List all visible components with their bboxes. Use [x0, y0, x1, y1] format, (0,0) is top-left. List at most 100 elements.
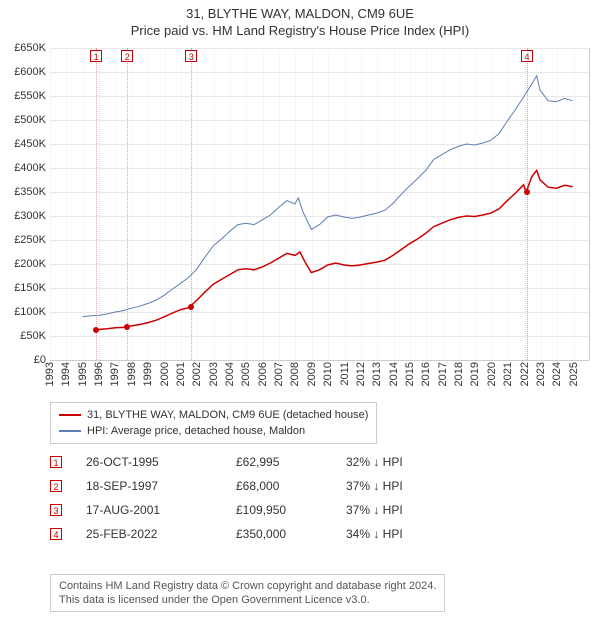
- sales-row-index: 1: [50, 456, 62, 468]
- x-tick-label: 2005: [240, 362, 252, 386]
- x-tick-label: 2017: [437, 362, 449, 386]
- sales-table-row: 1 26-OCT-1995£62,99532% ↓ HPI: [50, 450, 456, 474]
- x-tick-label: 2003: [208, 362, 220, 386]
- y-tick-label: £550K: [14, 90, 50, 102]
- x-tick-label: 1999: [142, 362, 154, 386]
- x-tick-label: 2010: [322, 362, 334, 386]
- sales-row-date: 18-SEP-1997: [86, 479, 236, 493]
- plot-area: 1 2 3 4 £0£50K£100K£150K£200K£250K£300K£350…: [50, 48, 590, 360]
- footer-note: Contains HM Land Registry data © Crown c…: [50, 574, 445, 612]
- x-tick-label: 1996: [93, 362, 105, 386]
- x-tick-label: 1993: [44, 362, 56, 386]
- sale-markers: 1 2 3 4: [50, 48, 589, 360]
- legend-swatch: [59, 430, 81, 432]
- sales-row-price: £109,950: [236, 503, 346, 517]
- sale-marker: 3: [185, 50, 197, 62]
- y-tick-label: £0: [34, 354, 50, 366]
- x-tick-label: 2001: [175, 362, 187, 386]
- footer-line-2: This data is licensed under the Open Gov…: [59, 593, 436, 607]
- footer-line-1: Contains HM Land Registry data © Crown c…: [59, 579, 436, 593]
- sale-marker: 2: [121, 50, 133, 62]
- sales-row-price: £62,995: [236, 455, 346, 469]
- y-tick-label: £50K: [20, 330, 50, 342]
- v-gridlines: [50, 48, 589, 360]
- x-tick-label: 2007: [273, 362, 285, 386]
- y-tick-label: £200K: [14, 258, 50, 270]
- x-tick-label: 2002: [191, 362, 203, 386]
- y-tick-label: £400K: [14, 162, 50, 174]
- sales-row-delta: 32% ↓ HPI: [346, 455, 456, 469]
- line-plot: [50, 48, 589, 360]
- sales-row-price: £350,000: [236, 527, 346, 541]
- legend: 31, BLYTHE WAY, MALDON, CM9 6UE (detache…: [50, 402, 377, 444]
- sales-row-date: 25-FEB-2022: [86, 527, 236, 541]
- x-tick-label: 2023: [535, 362, 547, 386]
- sales-table-row: 4 25-FEB-2022£350,00034% ↓ HPI: [50, 522, 456, 546]
- sales-row-index: 2: [50, 480, 62, 492]
- legend-label: HPI: Average price, detached house, Mald…: [87, 423, 305, 439]
- x-tick-label: 2018: [453, 362, 465, 386]
- sale-vertical-lines: [50, 48, 589, 360]
- y-tick-label: £600K: [14, 66, 50, 78]
- x-tick-label: 2012: [355, 362, 367, 386]
- x-tick-label: 2006: [257, 362, 269, 386]
- sales-table: 1 26-OCT-1995£62,99532% ↓ HPI 2 18-SEP-1997…: [50, 450, 456, 546]
- x-tick-label: 1997: [109, 362, 121, 386]
- y-tick-label: £650K: [14, 42, 50, 54]
- sales-row-delta: 37% ↓ HPI: [346, 503, 456, 517]
- sales-table-row: 3 17-AUG-2001£109,95037% ↓ HPI: [50, 498, 456, 522]
- sales-row-price: £68,000: [236, 479, 346, 493]
- sale-marker: 1: [90, 50, 102, 62]
- x-tick-label: 2011: [339, 362, 351, 386]
- sales-row-index: 4: [50, 528, 62, 540]
- sales-table-row: 2 18-SEP-1997£68,00037% ↓ HPI: [50, 474, 456, 498]
- x-tick-label: 1995: [77, 362, 89, 386]
- x-tick-label: 2016: [420, 362, 432, 386]
- x-tick-label: 2013: [371, 362, 383, 386]
- x-tick-label: 2015: [404, 362, 416, 386]
- x-tick-label: 2008: [289, 362, 301, 386]
- y-tick-label: £150K: [14, 282, 50, 294]
- x-tick-label: 2020: [486, 362, 498, 386]
- legend-item: 31, BLYTHE WAY, MALDON, CM9 6UE (detache…: [59, 407, 368, 423]
- y-tick-label: £450K: [14, 138, 50, 150]
- x-axis-labels: 1993199419951996199719981999200020012002…: [50, 362, 590, 402]
- chart-title-sub: Price paid vs. HM Land Registry's House …: [0, 23, 600, 38]
- x-tick-label: 2000: [159, 362, 171, 386]
- y-tick-label: £250K: [14, 234, 50, 246]
- y-tick-label: £100K: [14, 306, 50, 318]
- sales-row-date: 17-AUG-2001: [86, 503, 236, 517]
- sale-points: [50, 48, 589, 360]
- x-tick-label: 2022: [519, 362, 531, 386]
- sale-point: [188, 304, 194, 310]
- legend-swatch: [59, 414, 81, 416]
- x-tick-label: 2019: [469, 362, 481, 386]
- sale-point: [93, 327, 99, 333]
- sale-point: [124, 324, 130, 330]
- x-tick-label: 2024: [551, 362, 563, 386]
- x-tick-label: 2009: [306, 362, 318, 386]
- series-paid: [96, 170, 573, 329]
- chart-title-address: 31, BLYTHE WAY, MALDON, CM9 6UE: [0, 6, 600, 21]
- y-tick-label: £300K: [14, 210, 50, 222]
- chart-container: 31, BLYTHE WAY, MALDON, CM9 6UE Price pa…: [0, 0, 600, 620]
- x-tick-label: 2004: [224, 362, 236, 386]
- sale-point: [524, 189, 530, 195]
- legend-item: HPI: Average price, detached house, Mald…: [59, 423, 368, 439]
- series-hpi: [83, 76, 573, 317]
- sales-row-date: 26-OCT-1995: [86, 455, 236, 469]
- x-tick-label: 1998: [126, 362, 138, 386]
- x-tick-label: 2025: [568, 362, 580, 386]
- sale-marker: 4: [521, 50, 533, 62]
- y-tick-label: £350K: [14, 186, 50, 198]
- x-tick-label: 2021: [502, 362, 514, 386]
- legend-label: 31, BLYTHE WAY, MALDON, CM9 6UE (detache…: [87, 407, 368, 423]
- y-axis-labels: £0£50K£100K£150K£200K£250K£300K£350K£400…: [50, 48, 589, 360]
- h-gridlines: [50, 48, 589, 360]
- x-tick-label: 2014: [388, 362, 400, 386]
- sales-row-delta: 34% ↓ HPI: [346, 527, 456, 541]
- x-tick-label: 1994: [60, 362, 72, 386]
- sales-row-delta: 37% ↓ HPI: [346, 479, 456, 493]
- sales-row-index: 3: [50, 504, 62, 516]
- y-tick-label: £500K: [14, 114, 50, 126]
